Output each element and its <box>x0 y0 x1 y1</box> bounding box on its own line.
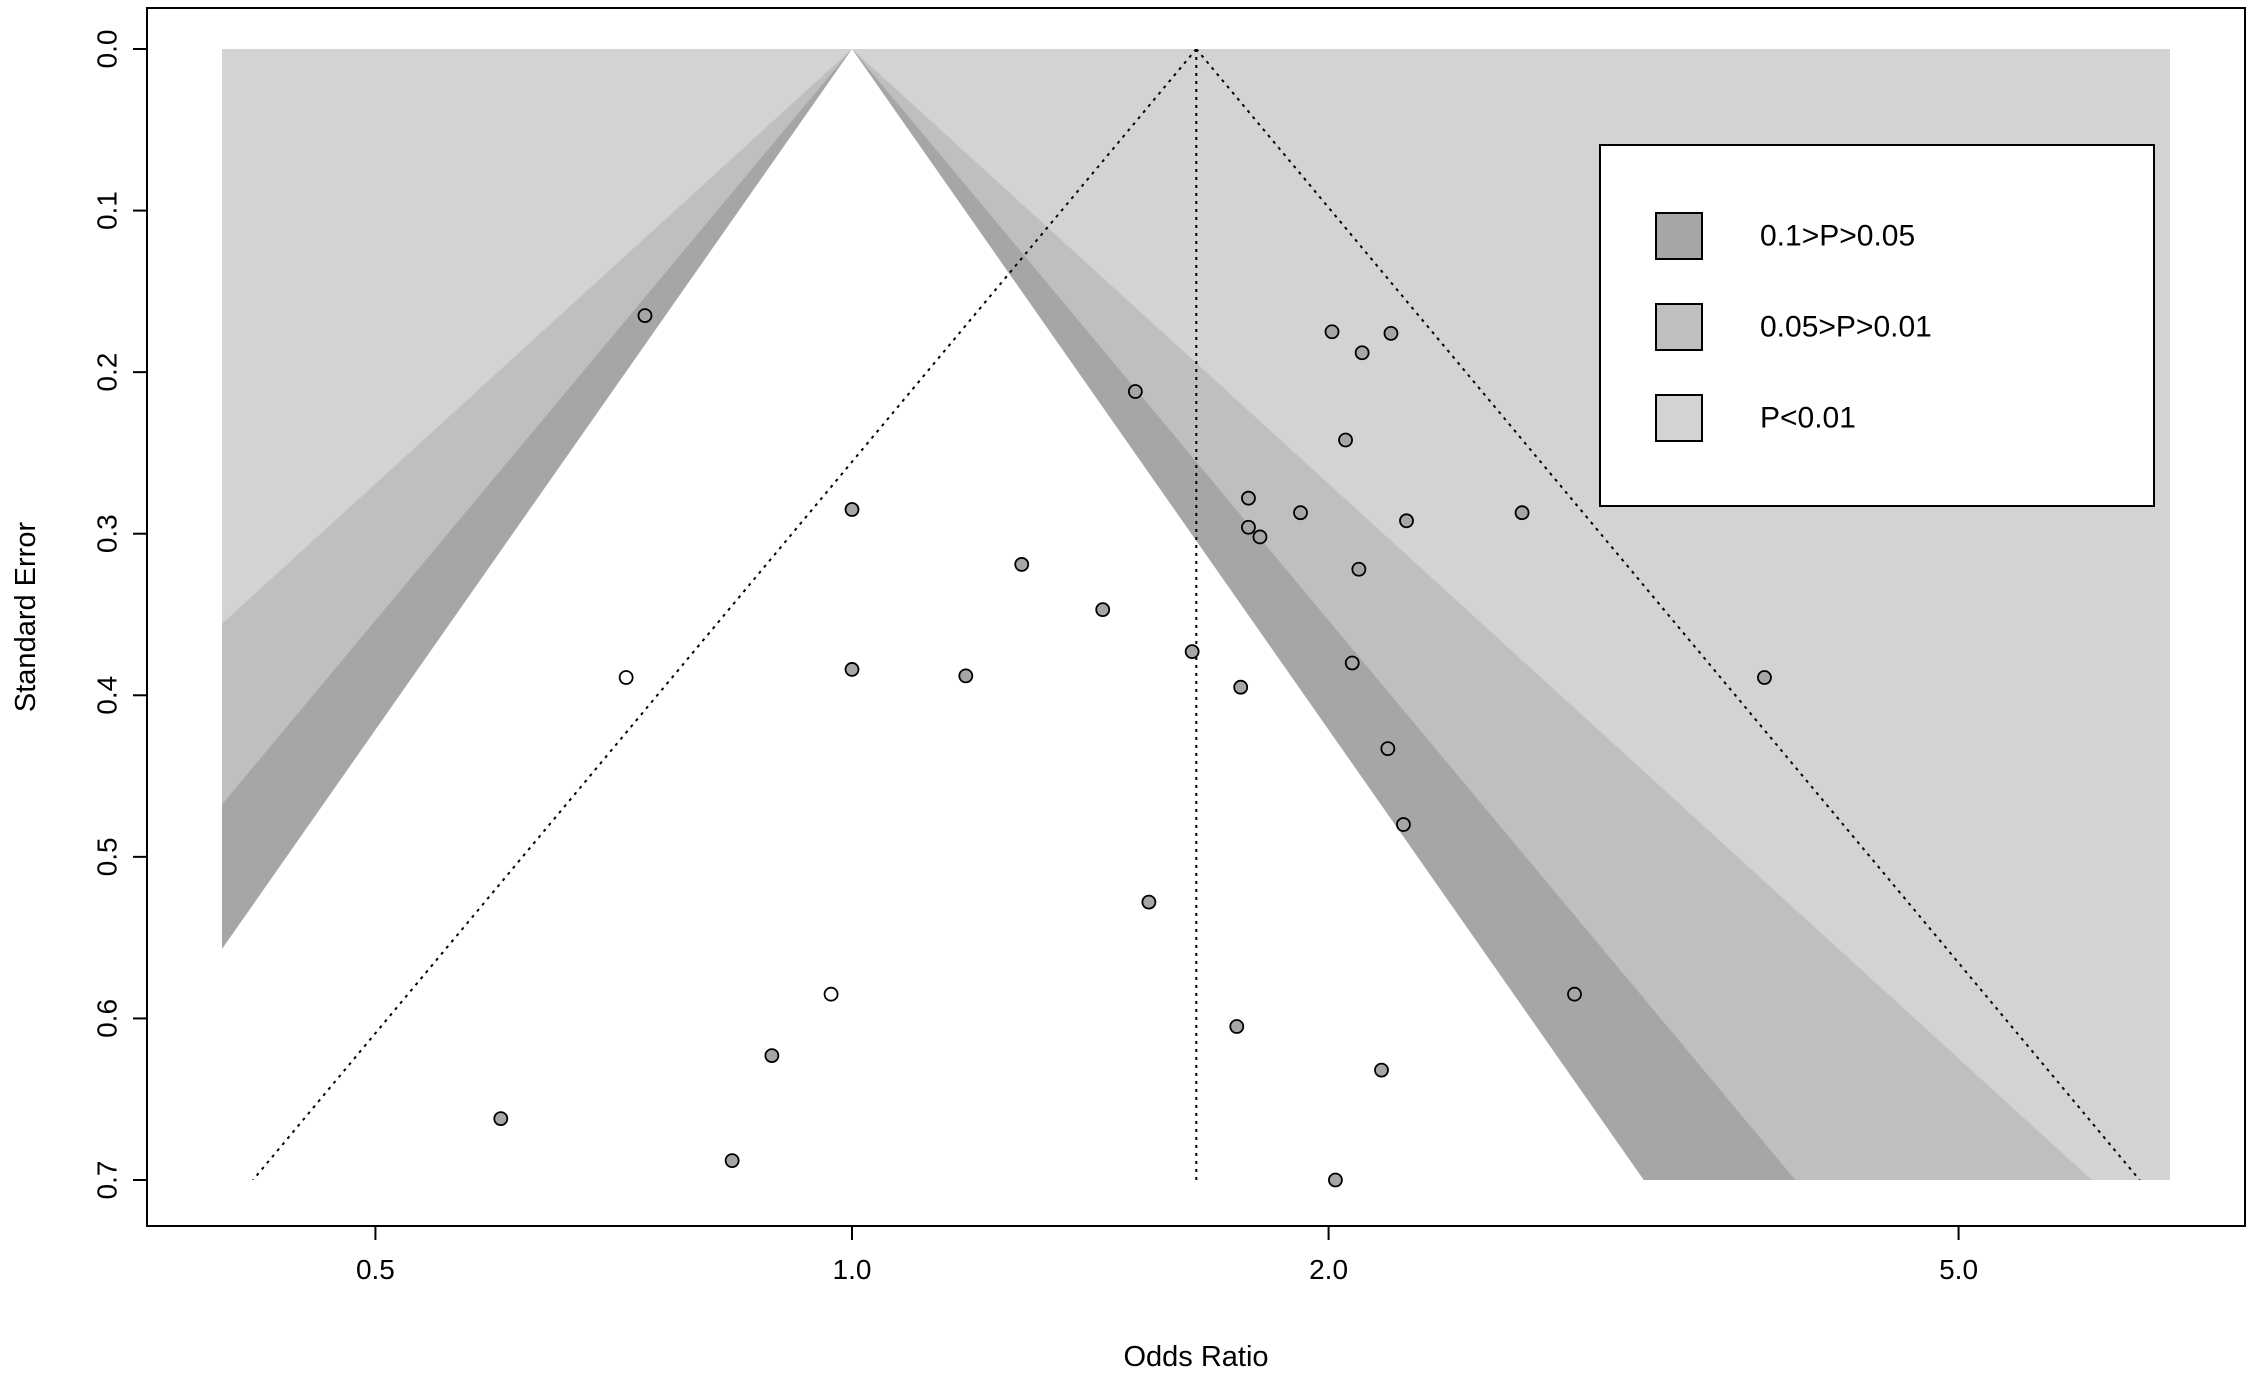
observed-study-point <box>1184 644 1200 660</box>
observed-study-point <box>1354 345 1370 361</box>
funnel-left-line <box>252 49 1198 1180</box>
observed-study-point <box>1241 490 1256 506</box>
y-tick-label: 0.7 <box>92 1161 123 1200</box>
observed-study-point <box>1127 384 1143 399</box>
observed-study-point <box>1344 655 1360 671</box>
observed-study-point <box>1141 894 1157 910</box>
observed-study-point <box>844 662 860 677</box>
observed-study-point <box>1757 670 1772 685</box>
legend-label: 0.1>P>0.05 <box>1760 220 1915 253</box>
y-tick-label: 0.3 <box>92 514 123 553</box>
observed-study-point <box>1374 1062 1389 1078</box>
y-axis-title: Standard Error <box>10 522 42 713</box>
x-tick-label: 1.0 <box>833 1254 872 1285</box>
y-tick-label: 0.4 <box>92 676 123 715</box>
study-points <box>493 308 1772 1188</box>
observed-study-point <box>1396 817 1411 832</box>
observed-study-point <box>764 1048 780 1063</box>
observed-study-point <box>958 668 974 684</box>
observed-study-point <box>1229 1019 1245 1034</box>
observed-study-point <box>1514 505 1530 521</box>
observed-study-point <box>637 308 653 323</box>
observed-study-point <box>1293 505 1308 521</box>
legend-label: P<0.01 <box>1760 402 1856 435</box>
observed-study-point <box>1380 741 1396 757</box>
observed-study-point <box>724 1153 740 1169</box>
x-tick-label: 2.0 <box>1309 1254 1348 1285</box>
observed-study-point <box>1383 325 1399 341</box>
y-tick-label: 0.5 <box>92 837 123 876</box>
legend: 0.1>P>0.05 0.05>P>0.01 P<0.01 <box>1599 144 2155 507</box>
y-tick-label: 0.2 <box>92 353 123 392</box>
non-significant-region <box>222 49 1644 1180</box>
observed-study-point <box>1095 602 1111 618</box>
funnel-lines <box>252 49 2141 1180</box>
legend-swatch <box>1655 394 1703 442</box>
observed-study-point <box>1351 561 1367 577</box>
observed-study-point <box>1328 1172 1343 1188</box>
y-tick-label: 0.1 <box>92 191 123 230</box>
axes: 0.5 1.0 2.0 5.0 0.0 0.1 0.2 0.3 0.4 0.5 0.6 0.7 <box>92 30 1979 1285</box>
observed-study-point <box>1233 679 1249 695</box>
observed-study-point <box>1399 513 1414 529</box>
imputed-study-point <box>618 670 634 685</box>
x-axis-title: Odds Ratio <box>1123 1341 1268 1373</box>
funnel-right-line <box>1195 49 2141 1180</box>
legend-label: 0.05>P>0.01 <box>1760 311 1932 344</box>
observed-study-point <box>1014 557 1030 572</box>
observed-study-point <box>1252 529 1268 545</box>
imputed-study-point <box>823 986 839 1002</box>
observed-study-point <box>493 1111 509 1127</box>
observed-study-point <box>1324 324 1340 340</box>
legend-swatch <box>1655 212 1703 260</box>
x-tick-label: 5.0 <box>1939 1254 1978 1285</box>
observed-study-point <box>1567 986 1582 1002</box>
y-tick-label: 0.0 <box>92 30 123 69</box>
observed-study-point <box>1338 432 1353 448</box>
legend-swatch <box>1655 303 1703 351</box>
observed-study-point <box>844 502 860 517</box>
observed-study-point <box>1241 519 1256 535</box>
y-tick-label: 0.6 <box>92 999 123 1038</box>
x-tick-label: 0.5 <box>356 1254 395 1285</box>
